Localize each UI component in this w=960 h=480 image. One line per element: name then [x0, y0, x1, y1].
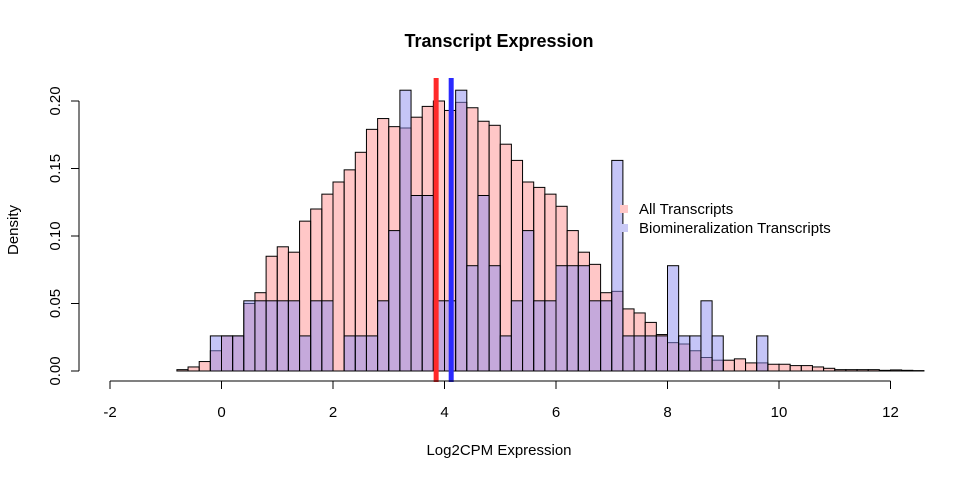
bar-bio-38	[633, 335, 646, 372]
x-tick-label: 2	[329, 404, 337, 421]
bar-bio-7	[287, 300, 301, 372]
bar-bio-13	[354, 335, 367, 372]
legend-label-all-transcripts: All Transcripts	[639, 201, 733, 218]
bar-all-62	[867, 369, 880, 372]
y-tick-label: 0.20	[47, 86, 64, 115]
bar-bio-35	[600, 300, 613, 372]
bar-bio-5	[265, 300, 278, 372]
bar-bio-4	[254, 300, 267, 372]
bar-all-50	[733, 358, 747, 372]
bar-bio-27	[510, 300, 524, 372]
series-biomineralization-transcripts	[209, 89, 769, 372]
bar-all-58	[823, 367, 836, 372]
bar-all-57	[811, 366, 825, 372]
bar-bio-9	[310, 300, 323, 372]
bar-bio-17	[399, 89, 412, 372]
bar-bio-31	[555, 265, 568, 372]
bar-bio-22	[455, 89, 468, 372]
bar-all-0	[176, 369, 189, 372]
bar-bio-16	[388, 230, 401, 372]
x-tick-label: 12	[882, 404, 899, 421]
bar-bio-10	[321, 300, 334, 372]
y-tick-label: 0.05	[47, 289, 64, 318]
bar-all-53	[767, 363, 780, 372]
bar-bio-37	[622, 335, 635, 372]
bar-bio-26	[499, 335, 512, 372]
bar-bio-15	[377, 300, 390, 372]
bar-all-51	[745, 362, 758, 372]
bar-bio-2	[232, 335, 245, 372]
legend-swatch-all-transcripts	[620, 205, 628, 213]
bar-bio-41	[667, 265, 680, 372]
bar-all-54	[778, 363, 791, 372]
y-axis: 0.00 0.05 0.10 0.15 0.20	[47, 86, 80, 386]
legend: All Transcripts Biomineralization Transc…	[620, 201, 831, 237]
x-tick-label: -2	[103, 404, 116, 421]
bar-bio-28	[522, 230, 535, 372]
bar-all-63	[878, 369, 891, 372]
x-tick-label: 6	[552, 404, 560, 421]
x-tick-label: 0	[217, 404, 225, 421]
bar-bio-12	[343, 335, 356, 372]
bar-bio-18	[410, 195, 423, 372]
bar-bio-23	[466, 265, 479, 372]
bar-bio-8	[299, 335, 312, 372]
bar-all-64	[890, 369, 903, 372]
bar-bio-0	[209, 335, 223, 372]
bar-all-1	[187, 366, 200, 372]
bar-all-56	[800, 365, 813, 372]
bar-bio-42	[678, 335, 691, 372]
chart-title: Transcript Expression	[404, 31, 593, 51]
y-tick-label: 0.15	[47, 154, 64, 183]
legend-label-biomineralization: Biomineralization Transcripts	[639, 220, 831, 237]
bar-bio-19	[421, 195, 434, 372]
bar-bio-44	[700, 300, 713, 372]
x-axis-label: Log2CPM Expression	[426, 442, 571, 459]
y-tick-label: 0.00	[47, 356, 64, 385]
x-tick-label: 4	[440, 404, 448, 421]
bar-bio-14	[365, 335, 379, 372]
bar-bio-30	[544, 300, 557, 372]
bar-all-17	[365, 128, 379, 372]
bar-all-49	[722, 359, 735, 372]
bar-bio-32	[566, 265, 579, 372]
y-axis-label: Density	[5, 204, 22, 255]
bar-bio-34	[588, 300, 602, 372]
bar-bio-33	[577, 265, 590, 372]
bar-all-2	[198, 361, 211, 372]
y-tick-label: 0.10	[47, 221, 64, 250]
bar-bio-36	[611, 159, 624, 372]
x-tick-label: 10	[771, 404, 788, 421]
bar-all-55	[789, 365, 802, 372]
bar-all-60	[845, 369, 858, 372]
bar-bio-6	[276, 300, 289, 372]
bar-bio-43	[689, 335, 702, 372]
bar-all-59	[834, 369, 847, 372]
bar-bio-29	[533, 300, 546, 372]
legend-swatch-biomineralization	[620, 224, 628, 232]
x-tick-label: 8	[663, 404, 671, 421]
bar-bio-45	[711, 335, 724, 372]
bar-bio-25	[488, 265, 501, 372]
bar-bio-39	[644, 335, 657, 372]
bar-bio-1	[221, 335, 234, 372]
bar-bio-24	[477, 195, 490, 372]
bar-bio-49	[756, 335, 769, 372]
bar-all-61	[856, 369, 869, 372]
bar-all-65	[901, 369, 914, 372]
bar-bio-3	[243, 300, 256, 372]
x-axis: -2 0 2 4 6 8 10 12	[103, 380, 899, 421]
mean-lines	[433, 78, 454, 382]
bar-bio-40	[655, 335, 668, 372]
bar-all-14	[332, 181, 345, 372]
